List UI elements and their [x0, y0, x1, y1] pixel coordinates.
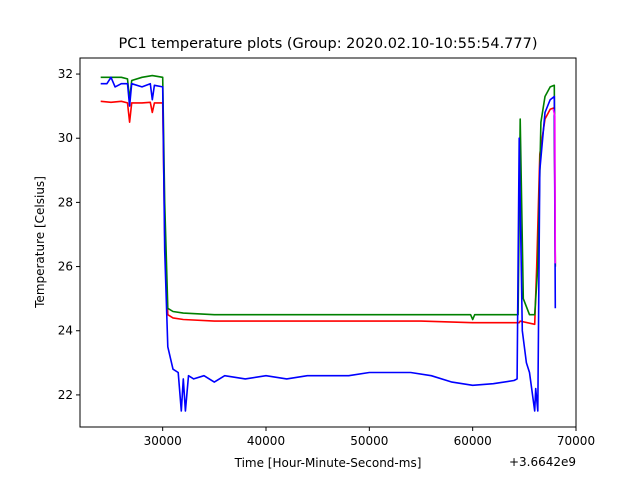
x-tick-label: 50000: [350, 434, 388, 448]
y-tick-label: 32: [58, 67, 73, 81]
series-line-4: [552, 109, 557, 264]
y-tick-label: 24: [58, 324, 73, 338]
x-tick-label: 60000: [454, 434, 492, 448]
chart-title: PC1 temperature plots (Group: 2020.02.10…: [118, 36, 537, 52]
series-line-1: [100, 100, 557, 326]
y-axis: 22 24 26 28 30 32: [58, 67, 80, 402]
y-tick-label: 22: [58, 388, 73, 402]
y-axis-label: Temperature [Celsius]: [33, 176, 47, 309]
x-tick-label: 70000: [557, 434, 595, 448]
x-tick-label: 30000: [144, 434, 182, 448]
x-axis-label: Time [Hour-Minute-Second-ms]: [234, 456, 422, 470]
series-line-3: [100, 76, 557, 412]
series-line-2: [100, 74, 557, 321]
plot-frame: [79, 57, 577, 428]
y-tick-label: 28: [58, 195, 73, 209]
x-offset-text: +3.6642e9: [509, 455, 576, 469]
y-tick-label: 26: [58, 260, 73, 274]
x-tick-label: 40000: [247, 434, 285, 448]
x-axis: 30000 40000 50000 60000 70000: [144, 427, 595, 448]
y-tick-label: 30: [58, 131, 73, 145]
series-layer: [100, 74, 557, 412]
